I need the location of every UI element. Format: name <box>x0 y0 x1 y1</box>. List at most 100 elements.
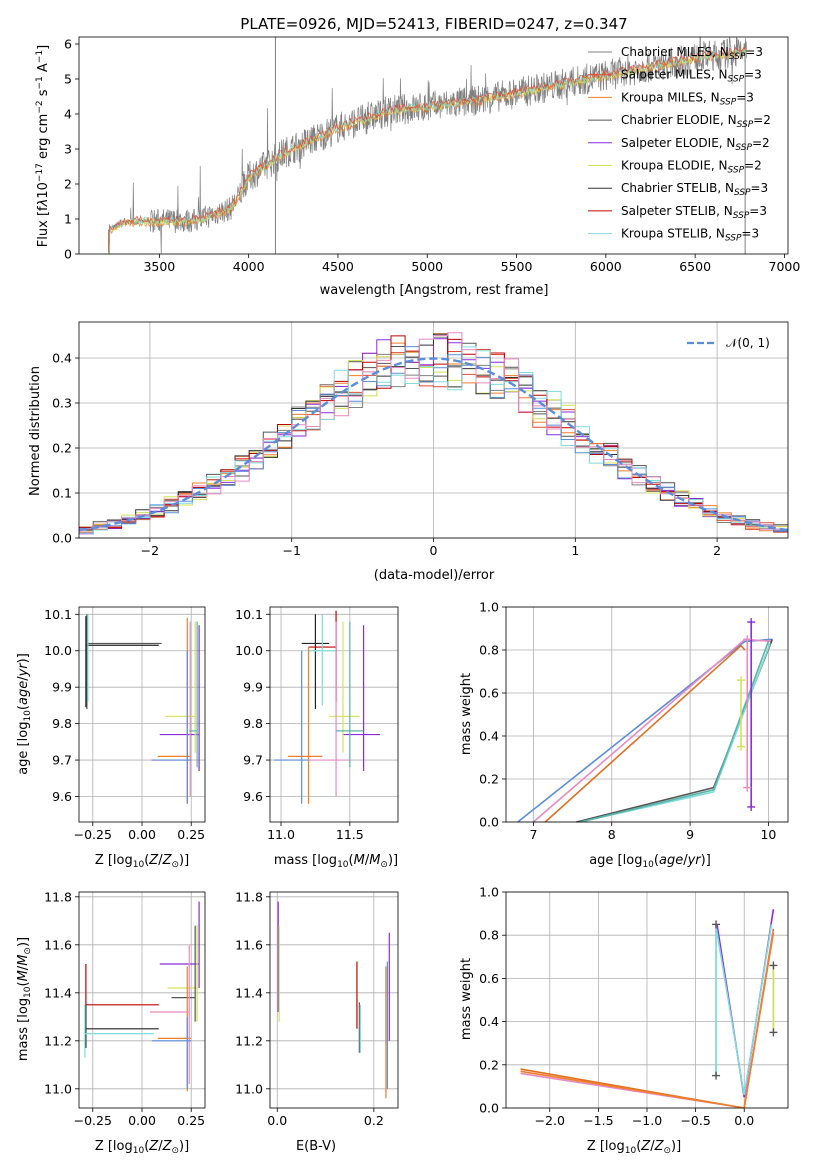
x-tick-label: 7 <box>529 827 537 842</box>
y-tick-label: 10.1 <box>44 607 72 622</box>
y-tick-label: 9.8 <box>243 716 263 731</box>
spectrum-legend: Chabrier MILES, NSSP=3 Salpeter MILES, NS… <box>588 45 771 244</box>
residual-legend: 𝒩(0, 1) <box>687 336 770 350</box>
residual-histogram <box>79 332 788 530</box>
x-tick-label: 0.25 <box>177 827 205 842</box>
normal-curve <box>78 357 789 532</box>
x-tick-label: −1.0 <box>632 1113 662 1128</box>
mw-age-xlabel: age [log10(age/yr)] <box>589 853 711 870</box>
y-tick-label: 11.2 <box>44 1033 72 1048</box>
y-tick-label: 9.9 <box>52 680 72 695</box>
mass-weight-line <box>716 909 775 1098</box>
x-tick-label: 4000 <box>233 259 265 274</box>
y-tick-label: 3 <box>64 142 72 157</box>
y-tick-label: 9.9 <box>243 680 263 695</box>
y-tick-label: 0.8 <box>479 928 499 943</box>
axes-frame <box>78 321 789 539</box>
age-vs-mass-panel: 11.0 11.5 9.6 9.7 9.8 9.9 10.0 10.1 <box>235 606 399 842</box>
mw-z-ylabel: mass weight <box>459 958 474 1040</box>
massweight-vs-age-panel: 7 8 9 10 0.0 0.2 0.4 0.6 0.8 1.0 <box>479 600 789 842</box>
y-tick-label: 0.0 <box>52 531 72 546</box>
axes-frame <box>505 891 789 1109</box>
axes-frame <box>78 36 789 255</box>
y-tick-label: 2 <box>64 177 72 192</box>
legend-label: Salpeter ELODIE, NSSP=2 <box>621 136 770 153</box>
mass-weight-line <box>715 924 773 1096</box>
spectrum-xlabel: wavelength [Angstrom, rest frame] <box>320 283 549 298</box>
y-tick-label: 0.3 <box>52 396 72 411</box>
normal-legend-label: 𝒩(0, 1) <box>726 336 770 350</box>
x-tick-label: 0.00 <box>128 1113 156 1128</box>
x-tick-label: 8 <box>608 827 616 842</box>
y-tick-label: 11.2 <box>235 1033 263 1048</box>
mass-weight-line <box>544 644 746 823</box>
y-tick-label: 9.8 <box>52 716 72 731</box>
y-tick-label: 11.6 <box>44 937 72 952</box>
y-tick-label: 11.8 <box>235 889 263 904</box>
legend-label: Chabrier MILES, NSSP=3 <box>621 45 763 62</box>
spectrum-ylabel: Flux [fλ10−17 erg cm−2 s−1 A−1] <box>35 45 51 247</box>
x-tick-label: 0.0 <box>734 1113 754 1128</box>
mass-weight-line <box>580 641 770 823</box>
y-tick-label: 1 <box>64 212 72 227</box>
mass-ebv-xlabel: E(B-V) <box>296 1139 336 1154</box>
axes-frame <box>78 891 206 1109</box>
x-tick-label: 2 <box>713 543 721 558</box>
y-tick-label: 10.0 <box>235 643 263 658</box>
x-tick-label: 4500 <box>322 259 354 274</box>
y-tick-label: 4 <box>64 107 72 122</box>
axes-frame <box>269 891 399 1109</box>
y-tick-label: 0.4 <box>479 1014 499 1029</box>
x-tick-label: 10 <box>760 827 776 842</box>
x-tick-label: 5000 <box>411 259 443 274</box>
mass-weight-line <box>517 638 773 823</box>
x-tick-label: −1 <box>282 543 300 558</box>
y-tick-label: 10.0 <box>44 643 72 658</box>
x-tick-label: 11.0 <box>267 827 295 842</box>
x-tick-label: 3500 <box>143 259 175 274</box>
axes-frame <box>269 606 399 823</box>
residual-ylabel: Normed distribution <box>28 366 43 496</box>
y-tick-label: 0.8 <box>479 643 499 658</box>
x-tick-label: −2 <box>141 543 159 558</box>
y-tick-label: 0.2 <box>52 441 72 456</box>
mass-vs-z-panel: −0.25 0.00 0.25 11.0 11.2 11.4 11.6 11.8 <box>44 889 206 1128</box>
y-tick-label: 11.4 <box>44 985 72 1000</box>
x-tick-label: 0.0 <box>267 1113 287 1128</box>
y-tick-label: 0.0 <box>479 1101 499 1116</box>
y-tick-label: 6 <box>64 37 72 52</box>
legend-label: Chabrier ELODIE, NSSP=2 <box>621 113 771 130</box>
mw-age-ylabel: mass weight <box>459 673 474 755</box>
x-tick-label: −1.5 <box>583 1113 613 1128</box>
x-tick-label: −0.25 <box>74 1113 112 1128</box>
x-tick-label: 11.5 <box>336 827 364 842</box>
x-tick-label: 0.25 <box>177 1113 205 1128</box>
x-tick-label: 0.00 <box>128 827 156 842</box>
y-tick-label: 11.0 <box>44 1081 72 1096</box>
x-tick-label: 7000 <box>769 259 801 274</box>
axes-frame <box>505 606 789 823</box>
mass-ylabel: mass [log10(M/M⊙)] <box>16 937 33 1061</box>
y-tick-label: 0 <box>64 247 72 262</box>
y-tick-label: 1.0 <box>479 885 499 900</box>
age-z-xlabel: Z [log10(Z/Z⊙)] <box>95 853 189 870</box>
y-tick-label: 10.1 <box>235 607 263 622</box>
age-ylabel: age [log10(age/yr)] <box>16 653 33 775</box>
y-tick-label: 9.6 <box>243 789 263 804</box>
massweight-vs-z-panel: −2.0 −1.5 −1.0 −0.5 0.0 0.0 0.2 0.4 0.6 0.8 1.0 <box>479 885 789 1128</box>
x-tick-label: 5500 <box>501 259 533 274</box>
x-tick-label: 9 <box>686 827 694 842</box>
y-tick-label: 0.4 <box>52 351 72 366</box>
x-tick-label: 6000 <box>590 259 622 274</box>
x-tick-label: 0.2 <box>364 1113 384 1128</box>
residual-xlabel: (data-model)/error <box>374 568 495 583</box>
y-tick-label: 0.6 <box>479 971 499 986</box>
legend-label: Salpeter MILES, NSSP=3 <box>621 68 762 85</box>
y-tick-label: 1.0 <box>479 600 499 615</box>
y-tick-label: 0.2 <box>479 772 499 787</box>
model-spectrum-line <box>108 47 747 255</box>
x-tick-label: 6500 <box>679 259 711 274</box>
y-tick-label: 0.4 <box>479 729 499 744</box>
age-mass-xlabel: mass [log10(M/M⊙)] <box>274 853 398 870</box>
residual-histogram <box>79 333 788 531</box>
